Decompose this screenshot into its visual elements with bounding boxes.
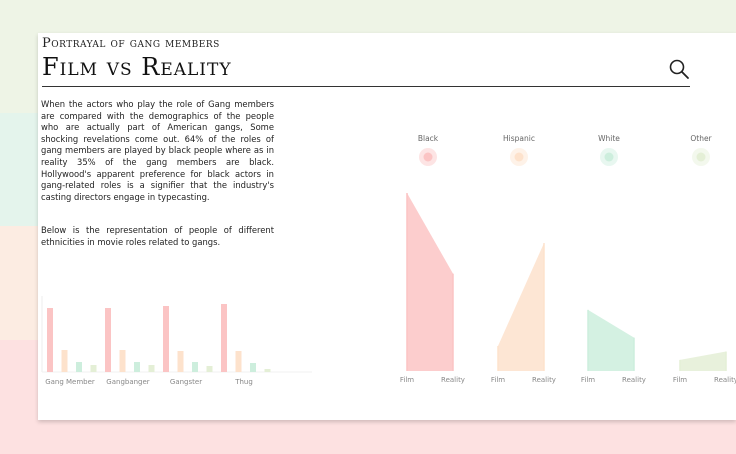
bar-gang-member-white bbox=[76, 362, 82, 372]
legend-dot-white bbox=[604, 152, 614, 162]
ethnicity-by-role-bar-chart: Gang Member Gangbanger Gangster Thug bbox=[41, 296, 312, 386]
intro-paragraph: When the actors who play the role of Gan… bbox=[41, 99, 274, 202]
tick-reality-black: Reality bbox=[441, 376, 465, 384]
bar-gangbanger-other bbox=[148, 365, 155, 372]
bar-gangster-other bbox=[206, 366, 213, 372]
chart-intro-paragraph: Below is the representation of people of… bbox=[41, 225, 274, 247]
film-vs-reality-area-chart: Black Film Reality Hispanic Film Reality White… bbox=[400, 134, 736, 384]
legend-dot-hispanic bbox=[514, 152, 524, 162]
legend-label-other: Other bbox=[690, 134, 712, 143]
bar-gangster-white bbox=[192, 362, 198, 372]
mini-tick-label: Gangster bbox=[170, 378, 202, 386]
legend-dot-other bbox=[696, 152, 706, 162]
mini-tick-label: Gangbanger bbox=[106, 378, 150, 386]
legend-label-black: Black bbox=[418, 134, 439, 143]
legend-label-white: White bbox=[598, 134, 620, 143]
mini-tick-label: Gang Member bbox=[45, 378, 95, 386]
bar-gang-member-hispanic bbox=[61, 350, 68, 372]
bar-thug-other bbox=[264, 369, 271, 372]
bar-gangbanger-hispanic bbox=[119, 350, 126, 372]
bar-gang-member-black bbox=[47, 308, 53, 372]
tick-reality-hispanic: Reality bbox=[532, 376, 556, 384]
search-icon[interactable] bbox=[668, 58, 690, 80]
page-title: Film vs Reality bbox=[42, 53, 232, 81]
page-kicker: Portrayal of gang members bbox=[42, 36, 220, 51]
title-divider bbox=[42, 86, 690, 87]
bar-thug-black bbox=[221, 304, 227, 372]
area-white bbox=[588, 309, 634, 371]
tick-film-white: Film bbox=[581, 376, 595, 384]
mini-tick-label: Thug bbox=[234, 378, 253, 386]
legend-label-hispanic: Hispanic bbox=[503, 134, 535, 143]
bar-thug-hispanic bbox=[235, 351, 242, 372]
bar-gangbanger-white bbox=[134, 362, 140, 372]
tick-film-hispanic: Film bbox=[491, 376, 505, 384]
bar-gangster-hispanic bbox=[177, 351, 184, 372]
area-black bbox=[407, 193, 453, 371]
area-other bbox=[680, 351, 726, 371]
tick-film-black: Film bbox=[400, 376, 414, 384]
tick-film-other: Film bbox=[673, 376, 687, 384]
bar-gang-member-other bbox=[90, 365, 97, 372]
legend-dot-black bbox=[423, 152, 433, 162]
tick-reality-white: Reality bbox=[622, 376, 646, 384]
area-hispanic bbox=[498, 243, 544, 371]
bar-gangster-black bbox=[163, 306, 169, 372]
tick-reality-other: Reality bbox=[714, 376, 736, 384]
bar-gangbanger-black bbox=[105, 308, 111, 372]
bar-thug-white bbox=[250, 363, 256, 372]
